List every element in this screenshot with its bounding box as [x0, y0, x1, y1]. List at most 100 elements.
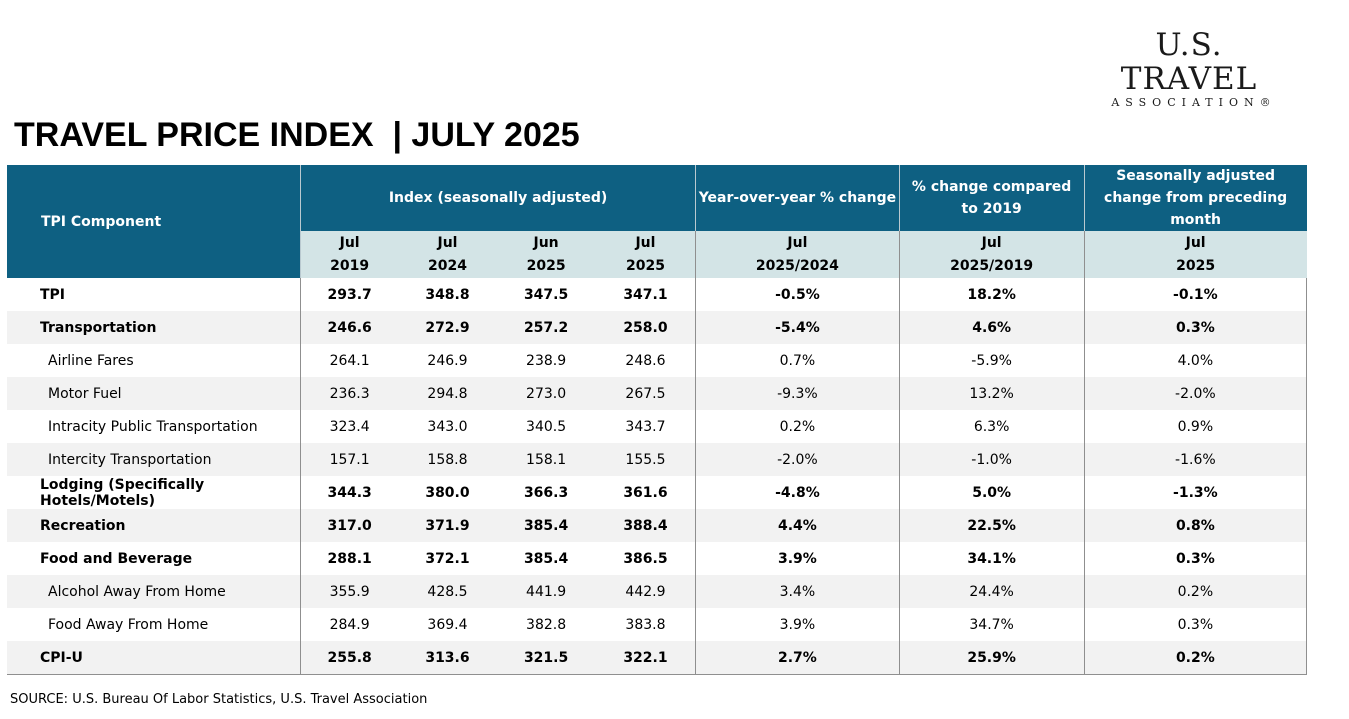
table-cell: 238.9 [526, 352, 567, 369]
table-cell: 246.6 [300, 311, 399, 344]
table-cell: 5.0% [899, 476, 1085, 509]
table-cell: 0.2% [1084, 575, 1308, 608]
table-cell: 322.1 [595, 641, 697, 675]
table-cell: 347.5 [523, 286, 569, 303]
sub-header-line2: 2025/2024 [755, 257, 839, 274]
logo-sub-text: ASSOCIATION® [1111, 96, 1277, 109]
table-row: Motor Fuel 236.3 294.8 273.0 267.5 -9.3% 13.2%… [7, 377, 1308, 410]
sub-header-0: Jul 2019 [300, 231, 399, 278]
table-cell: 3.9% [695, 542, 900, 575]
table-cell: 4.0% [1084, 344, 1308, 377]
table-cell: 18.2% [899, 278, 1085, 311]
table-cell: 313.6 [398, 641, 497, 675]
table-cell: 273.0 [496, 377, 596, 410]
component-header: TPI Component [7, 165, 301, 278]
table-cell: 157.1 [300, 443, 399, 476]
table-cell: 284.9 [329, 616, 370, 633]
table-cell: 258.0 [595, 311, 697, 344]
table-cell: 355.9 [300, 575, 399, 608]
sub-header-line2: 2019 [330, 257, 370, 274]
sub-header-line2: 2025 [1176, 257, 1216, 274]
tpi-table: TPI Component Index (seasonally adjusted… [7, 165, 1308, 675]
table-cell: 348.8 [425, 286, 470, 303]
sub-header-1: Jul 2024 [398, 231, 497, 278]
table-cell: 272.9 [398, 311, 497, 344]
row-label: Alcohol Away From Home [7, 575, 301, 608]
table-cell: 343.0 [427, 418, 468, 435]
index-group-header: Index (seasonally adjusted) [300, 165, 697, 231]
sub-header-line1: Jul [635, 234, 656, 251]
table-cell: 2.7% [695, 641, 900, 675]
table-cell: 3.9% [695, 608, 900, 641]
sub-header-line2: 2024 [427, 257, 467, 274]
table-cell: -2.0% [695, 443, 900, 476]
table-cell: 4.6% [899, 311, 1085, 344]
sub-header-3: Jul 2025 [595, 231, 697, 278]
row-label: Food Away From Home [7, 608, 301, 641]
sub-header-2: Jun 2025 [496, 231, 596, 278]
table-cell: 382.8 [526, 616, 567, 633]
table-cell: 246.9 [427, 352, 468, 369]
table-cell: 385.4 [523, 550, 569, 567]
sub-header-line1: Jul [787, 234, 808, 251]
table-cell: 323.4 [329, 418, 370, 435]
table-cell: -5.9% [899, 344, 1085, 377]
table-cell: 4.4% [695, 509, 900, 542]
table-cell: 317.0 [300, 509, 399, 542]
table-cell: 293.7 [327, 286, 372, 303]
table-cell: 267.5 [595, 377, 697, 410]
sub-header-6: Jul 2025 [1084, 231, 1307, 278]
row-label: Transportation [7, 311, 301, 344]
table-cell: 428.5 [398, 575, 497, 608]
sub-header-line1: Jul [437, 234, 458, 251]
mom-group-header: Seasonally adjusted change from precedin… [1084, 165, 1307, 231]
row-label: TPI [7, 278, 301, 311]
us-travel-logo: U.S. TRAVEL ASSOCIATION® [1084, 28, 1294, 110]
table-cell: 236.3 [300, 377, 399, 410]
table-cell: 3.4% [695, 575, 900, 608]
table-cell: 255.8 [300, 641, 399, 675]
table-cell: 34.7% [899, 608, 1085, 641]
table-cell: 25.9% [899, 641, 1085, 675]
table-row: Intracity Public Transportation 323.4 343.… [7, 410, 1308, 443]
source-note: SOURCE: U.S. Bureau Of Labor Statistics,… [10, 692, 428, 707]
table-cell: 344.3 [327, 484, 372, 501]
table-cell: 321.5 [496, 641, 596, 675]
vs2019-group-header: % change compared to 2019 [899, 165, 1085, 231]
table-cell: 0.3% [1084, 311, 1308, 344]
sub-header-5: Jul 2025/2019 [899, 231, 1085, 278]
table-cell: -1.3% [1084, 476, 1308, 509]
yoy-group-header: Year-over-year % change [695, 165, 900, 231]
row-label: Recreation [7, 509, 301, 542]
table-cell: 13.2% [899, 377, 1085, 410]
table-cell: 288.1 [327, 550, 372, 567]
table-cell: -0.5% [695, 278, 900, 311]
table-row: Lodging (Specifically Hotels/Motels) 344.… [7, 476, 1308, 509]
page-title: TRAVEL PRICE INDEX | JULY 2025 [14, 116, 580, 154]
table-row: Transportation 246.6 272.9 257.2 258.0 -5.4% 4… [7, 311, 1308, 344]
row-label: Lodging (Specifically Hotels/Motels) [7, 476, 301, 509]
row-label: CPI-U [7, 641, 301, 675]
table-cell: 0.3% [1084, 542, 1308, 575]
logo-main-text: U.S. TRAVEL [1120, 27, 1258, 97]
table-cell: -4.8% [695, 476, 900, 509]
table-cell: 366.3 [523, 484, 569, 501]
sub-header-line1: Jul [1185, 234, 1206, 251]
table-cell: -9.3% [695, 377, 900, 410]
table-row: CPI-U 255.8 313.6 321.5 322.1 2.7% 25.9% 0.2% [7, 641, 1308, 675]
table-row: Alcohol Away From Home 355.9 428.5 441.9 442… [7, 575, 1308, 608]
row-label: Intracity Public Transportation [7, 410, 301, 443]
table-cell: 257.2 [496, 311, 596, 344]
table-cell: 0.7% [695, 344, 900, 377]
table-cell: -2.0% [1084, 377, 1308, 410]
table-cell: 22.5% [899, 509, 1085, 542]
sub-header-line1: Jun [533, 234, 559, 251]
table-cell: 0.2% [695, 410, 900, 443]
sub-header-line1: Jul [339, 234, 360, 251]
row-label: Intercity Transportation [7, 443, 301, 476]
row-label: Motor Fuel [7, 377, 301, 410]
table-cell: -5.4% [695, 311, 900, 344]
table-cell: -1.0% [899, 443, 1085, 476]
table-row: TPI 293.7 348.8 347.5 347.1 -0.5% 18.2% -0.1% [7, 278, 1308, 311]
table-cell: 441.9 [496, 575, 596, 608]
